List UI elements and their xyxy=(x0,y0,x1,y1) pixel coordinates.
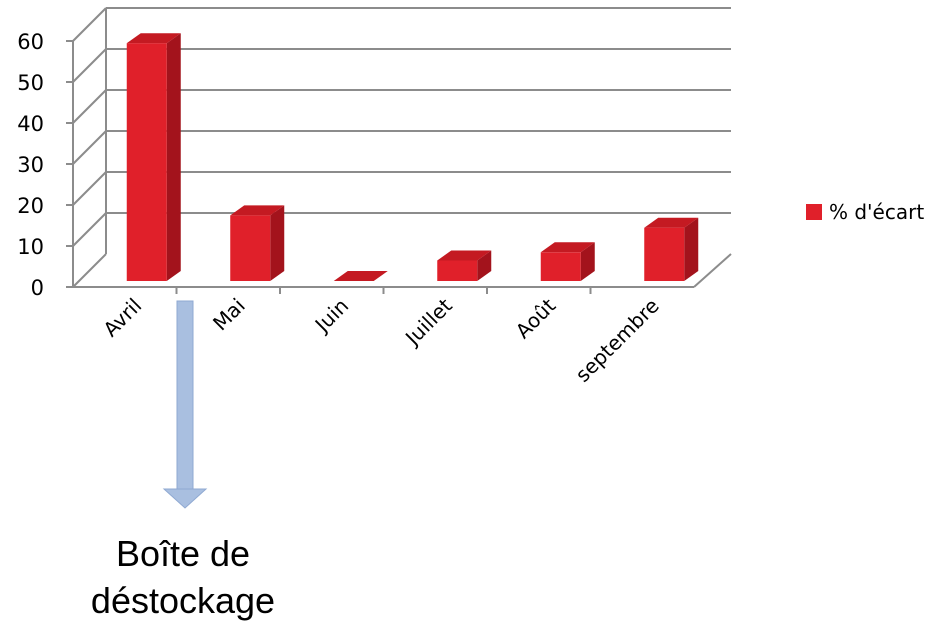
gridline-diagonal xyxy=(72,212,107,247)
legend: % d'écart xyxy=(806,200,924,224)
bar-side xyxy=(166,33,181,282)
bar-top xyxy=(126,33,181,44)
bar-side xyxy=(477,250,492,281)
bar-front xyxy=(126,43,167,282)
gridline-diagonal xyxy=(72,7,107,42)
gridline-diagonal xyxy=(72,171,107,206)
bar-top xyxy=(333,271,388,281)
x-tick-label: septembre xyxy=(571,294,664,387)
axes xyxy=(66,8,732,294)
bar-front xyxy=(644,227,685,281)
bar-top xyxy=(230,205,285,216)
gridline-diagonal xyxy=(72,48,107,83)
gridline-diagonal xyxy=(72,130,107,165)
bar-top xyxy=(540,242,595,253)
gridlines xyxy=(72,7,731,288)
bar xyxy=(437,250,492,281)
bar xyxy=(126,33,181,282)
x-tick-label: Mai xyxy=(208,294,250,336)
y-tick-label: 30 xyxy=(17,153,44,177)
bars xyxy=(126,33,699,282)
bar-side xyxy=(684,217,699,281)
x-tick-label: Août xyxy=(511,293,561,343)
y-tick-labels: 0 10 20 30 40 50 60 xyxy=(17,30,44,300)
legend-swatch xyxy=(806,204,822,220)
bar-side xyxy=(580,242,595,281)
floor-right-edge xyxy=(693,253,732,288)
annotation-line-1: Boîte de xyxy=(116,533,250,574)
bar-top xyxy=(437,250,492,261)
y-tick-label: 20 xyxy=(17,194,44,218)
y-tick-label: 40 xyxy=(17,112,44,136)
arrow-shaft xyxy=(176,300,194,492)
legend-label: % d'écart xyxy=(829,200,924,224)
bar-top xyxy=(644,217,699,228)
gridline-diagonal xyxy=(72,89,107,124)
bar-side xyxy=(270,205,285,281)
x-tick-label: Juillet xyxy=(399,293,457,351)
bar-front xyxy=(540,252,581,281)
bar-front xyxy=(437,260,478,281)
gridline-diagonal xyxy=(72,253,107,288)
y-tick-label: 10 xyxy=(17,235,44,259)
bar xyxy=(644,217,699,281)
annotation-arrow xyxy=(162,300,208,509)
arrow-head-icon xyxy=(162,488,208,509)
bar xyxy=(540,242,595,281)
bar-front xyxy=(230,215,271,281)
bar xyxy=(333,271,388,281)
x-tick-label: Avril xyxy=(98,294,146,342)
bar xyxy=(230,205,285,281)
y-tick-label: 50 xyxy=(17,71,44,95)
y-tick-label: 60 xyxy=(17,30,44,54)
x-tick-label: Juin xyxy=(309,294,353,338)
y-tick-label: 0 xyxy=(31,276,44,300)
annotation-line-2: déstockage xyxy=(91,580,275,621)
